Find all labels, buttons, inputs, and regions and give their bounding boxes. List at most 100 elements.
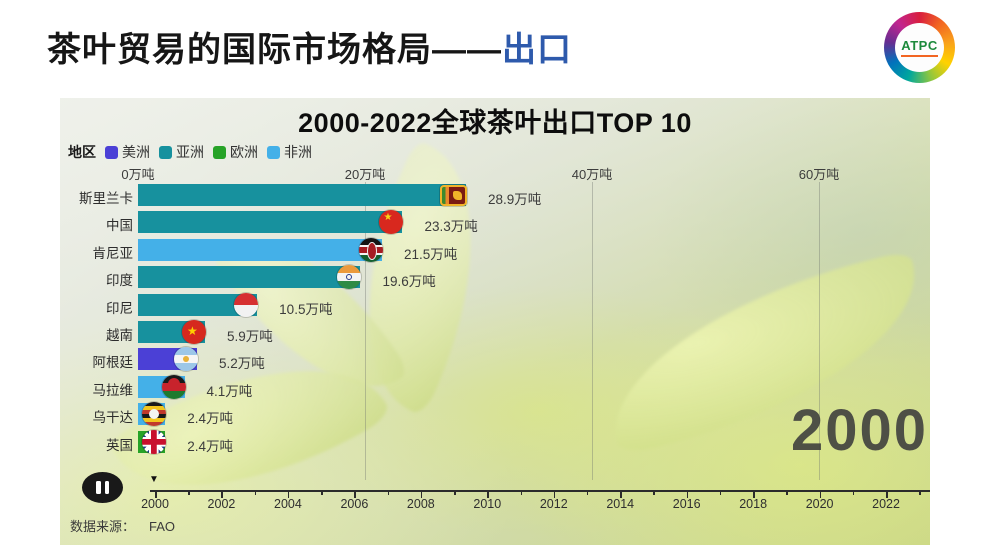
- data-source-value: FAO: [149, 519, 176, 534]
- legend-swatch: [267, 145, 280, 159]
- legend-label: 欧洲: [230, 144, 258, 160]
- flag-ug-icon: [142, 402, 167, 427]
- bar-row: 阿根廷 5.2万吨: [60, 346, 930, 373]
- bar-row: 印度 19.6万吨: [60, 264, 930, 291]
- gridline: [365, 182, 366, 480]
- timeline-tick-label: 2010: [473, 497, 502, 511]
- timeline-tick: [287, 491, 290, 498]
- atpc-logo-label: ATPC: [901, 38, 938, 57]
- bar-row: 越南 5.9万吨: [60, 319, 930, 346]
- flag-id-icon: [234, 292, 259, 317]
- legend-label: 亚洲: [176, 144, 204, 160]
- country-label: 阿根廷: [92, 355, 134, 371]
- chart-title: 2000-2022全球茶叶出口TOP 10: [298, 108, 692, 138]
- legend-label: 美洲: [122, 144, 150, 160]
- value-label: 21.5万吨: [404, 246, 458, 262]
- country-label: 肯尼亚: [92, 245, 134, 261]
- timeline-tick-label: 2008: [406, 497, 435, 511]
- timeline-tick: [387, 491, 390, 495]
- timeline-tick: [354, 491, 356, 498]
- bar-row: 乌干达 2.4万吨: [60, 401, 930, 428]
- year-display: 2000: [790, 398, 928, 463]
- bar-row: 肯尼亚 21.5万吨: [60, 237, 930, 264]
- timeline-tick: [852, 491, 855, 495]
- bar: [138, 429, 167, 454]
- timeline-tick: [553, 491, 556, 498]
- x-axis-tick-label: 20万吨: [344, 167, 386, 182]
- country-label: 印尼: [106, 300, 133, 316]
- flag-gb-icon: [142, 429, 167, 454]
- legend-item: 亚洲: [159, 142, 204, 162]
- x-axis-tick-label: 40万吨: [571, 167, 613, 182]
- timeline-tick: [819, 491, 822, 498]
- country-label: 中国: [106, 218, 133, 234]
- flag-vn-icon: [181, 320, 206, 344]
- timeline-tick-label: 2002: [207, 497, 236, 511]
- timeline-tick: [653, 491, 655, 495]
- bar-row: 印尼 10.5万吨: [60, 292, 930, 319]
- page-title: 茶叶贸易的国际市场格局——出口: [47, 22, 572, 71]
- chart-panel: 2000-2022全球茶叶出口TOP 10 地区 美洲 亚洲 欧洲 非洲 0万吨 20万…: [60, 98, 930, 545]
- value-label: 28.9万吨: [488, 192, 542, 207]
- timeline-tick-label: 2016: [672, 497, 701, 511]
- data-source: 数据来源： FAO: [70, 516, 189, 535]
- bar-row: 斯里兰卡 28.9万吨: [60, 182, 930, 209]
- legend-item: 欧洲: [213, 142, 258, 162]
- timeline-tick: [719, 491, 722, 495]
- legend-title: 地区: [68, 144, 96, 160]
- bar: [138, 347, 199, 372]
- flag-ke-icon: [359, 237, 384, 262]
- timeline-tick: [919, 491, 921, 495]
- country-label: 印度: [106, 273, 133, 289]
- timeline-tick-label: 2020: [805, 497, 834, 511]
- timeline-tick-label: 2022: [872, 497, 900, 511]
- bar: [138, 210, 404, 235]
- timeline-tick-label: 2004: [274, 497, 302, 511]
- value-label: 5.2万吨: [219, 356, 265, 372]
- bar-row: 英国 2.4万吨: [60, 429, 930, 456]
- flag-lk-icon: [440, 185, 467, 206]
- timeline-tick: [753, 491, 755, 498]
- atpc-logo-ring: ATPC: [895, 23, 944, 72]
- legend-label: 非洲: [284, 144, 312, 160]
- timeline-marker[interactable]: ▼: [149, 474, 159, 485]
- timeline-axis[interactable]: [150, 490, 930, 492]
- value-label: 4.1万吨: [206, 383, 253, 399]
- bar: [138, 184, 467, 206]
- page-title-black: 茶叶贸易的国际市场格局——: [47, 31, 502, 69]
- atpc-logo: ATPC: [884, 12, 955, 83]
- value-label: 23.3万吨: [424, 219, 478, 235]
- bar: [138, 265, 362, 290]
- timeline-tick: [620, 491, 622, 498]
- legend-swatch: [159, 145, 172, 159]
- flag-cn-icon: [379, 210, 404, 235]
- bar-row: 马拉维 4.1万吨: [60, 374, 930, 401]
- timeline-tick: [586, 491, 589, 495]
- timeline-tick-label: 2012: [539, 497, 568, 511]
- timeline-tick: [155, 491, 157, 498]
- x-axis-tick-label: 0万吨: [121, 167, 155, 182]
- timeline-tick: [221, 491, 223, 498]
- value-label: 2.4万吨: [187, 438, 234, 454]
- country-label: 英国: [106, 437, 133, 453]
- bar: [138, 292, 259, 317]
- legend: 地区 美洲 亚洲 欧洲 非洲: [68, 142, 312, 162]
- page-title-accent: 出口: [502, 31, 572, 69]
- country-label: 斯里兰卡: [79, 191, 133, 206]
- flag-in-icon: [337, 265, 362, 290]
- pause-button[interactable]: [82, 472, 123, 503]
- legend-item: 美洲: [105, 142, 150, 162]
- pause-icon: [96, 481, 101, 494]
- country-label: 越南: [106, 328, 133, 343]
- value-label: 5.9万吨: [226, 329, 273, 344]
- gridline: [592, 182, 593, 480]
- timeline-tick: [786, 491, 788, 495]
- timeline-tick-label: 2006: [340, 497, 369, 511]
- legend-swatch: [105, 145, 118, 159]
- timeline-tick: [454, 491, 456, 495]
- flag-ar-icon: [174, 347, 199, 372]
- value-label: 2.4万吨: [187, 411, 234, 427]
- value-label: 19.6万吨: [382, 274, 436, 290]
- timeline-tick: [686, 491, 689, 498]
- country-label: 马拉维: [92, 382, 134, 398]
